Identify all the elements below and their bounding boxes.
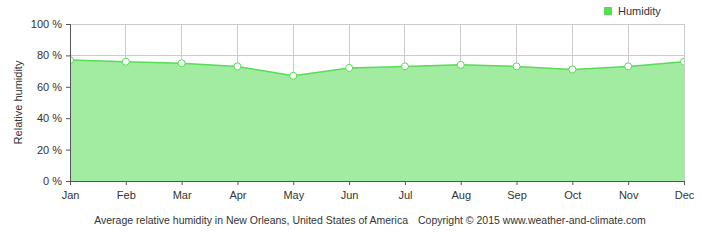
- x-tick: Aug: [451, 181, 471, 201]
- y-tick-mark: [66, 150, 70, 151]
- y-tick: 100 %: [31, 18, 70, 30]
- y-tick-label: 20 %: [37, 144, 62, 156]
- plot-marks: [70, 57, 684, 181]
- y-axis-title: Relative humidity: [12, 60, 24, 144]
- y-axis-line: [66, 25, 71, 182]
- marker: [122, 58, 129, 65]
- x-tick-mark: [349, 181, 350, 185]
- x-tick-label: Jul: [398, 189, 412, 201]
- x-tick: Mar: [173, 181, 192, 201]
- x-tick: Jun: [341, 181, 359, 201]
- x-tick-label: Jan: [62, 189, 80, 201]
- x-tick-mark: [684, 181, 685, 185]
- x-tick-mark: [517, 181, 518, 185]
- x-tick-mark: [461, 181, 462, 185]
- y-tick-label: 80 %: [37, 49, 62, 61]
- x-tick: Dec: [675, 181, 695, 201]
- marker: [401, 63, 408, 70]
- x-tick-mark: [572, 181, 573, 185]
- title: Average relative humidity in New Orleans…: [94, 214, 408, 226]
- x-tick-mark: [628, 181, 629, 185]
- grid: [70, 24, 684, 181]
- x-tick-label: Feb: [117, 189, 136, 201]
- x-tick-mark: [182, 181, 183, 185]
- x-tick-label: Oct: [564, 189, 581, 201]
- legend-swatch: [604, 7, 612, 15]
- x-tick-label: Jun: [341, 189, 359, 201]
- x-tick-label: Dec: [675, 189, 695, 201]
- y-tick-mark: [66, 181, 70, 182]
- x-axis-line: [71, 182, 685, 186]
- marker: [290, 72, 297, 79]
- x-axis: Jan Feb Mar Apr May Jun Jul Aug Sep Oct Nov Dec: [62, 181, 695, 201]
- grid-line-y: [70, 55, 684, 56]
- x-tick-label: Mar: [173, 189, 192, 201]
- x-tick-label: Apr: [229, 189, 246, 201]
- line: [70, 60, 684, 76]
- x-tick-label: May: [283, 189, 304, 201]
- grid-line-y: [70, 24, 684, 25]
- y-tick-label: 40 %: [37, 112, 62, 124]
- y-tick-mark: [66, 24, 70, 25]
- x-tick: Feb: [117, 181, 136, 201]
- x-tick-mark: [405, 181, 406, 185]
- y-tick: 60 %: [37, 81, 70, 93]
- x-tick: Jul: [398, 181, 412, 201]
- y-tick-label: 60 %: [37, 81, 62, 93]
- x-tick-label: Nov: [619, 189, 639, 201]
- x-tick: Jan: [62, 181, 80, 201]
- y-tick-mark: [66, 55, 70, 56]
- marker: [457, 61, 464, 68]
- chart: Jan Feb Mar Apr May Jun Jul Aug Sep Oct Nov Dec 0 % 2…: [0, 0, 702, 232]
- y-tick: 40 %: [37, 112, 70, 124]
- x-tick: Nov: [619, 181, 639, 201]
- y-tick: 20 %: [37, 144, 70, 156]
- x-tick-label: Sep: [507, 189, 527, 201]
- y-tick-label: 0 %: [43, 175, 62, 187]
- marker: [178, 60, 185, 67]
- marker: [346, 64, 353, 71]
- x-tick: Sep: [507, 181, 527, 201]
- marker: [681, 58, 685, 65]
- y-axis: 0 % 20 % 40 % 60 % 80 % 100 %: [31, 18, 71, 187]
- x-tick: Oct: [564, 181, 581, 201]
- marker: [569, 66, 576, 73]
- x-tick-mark: [237, 181, 238, 185]
- x-tick-mark: [293, 181, 294, 185]
- y-tick: 80 %: [37, 49, 70, 61]
- x-tick: May: [283, 181, 304, 201]
- legend: Humidity: [604, 5, 661, 17]
- y-tick-label: 100 %: [31, 18, 62, 30]
- y-tick: 0 %: [43, 175, 70, 187]
- caption: Average relative humidity in New Orleans…: [94, 214, 646, 226]
- y-tick-mark: [66, 87, 70, 88]
- marker: [234, 63, 241, 70]
- x-tick: Apr: [229, 181, 246, 201]
- area: [70, 60, 684, 181]
- x-tick-mark: [126, 181, 127, 185]
- x-tick-label: Aug: [451, 189, 471, 201]
- legend-label: Humidity: [618, 5, 661, 17]
- marker: [625, 63, 632, 70]
- annotation: Copyright © 2015 www.weather-and-climate…: [418, 214, 646, 226]
- y-tick-mark: [66, 118, 70, 119]
- marker: [513, 63, 520, 70]
